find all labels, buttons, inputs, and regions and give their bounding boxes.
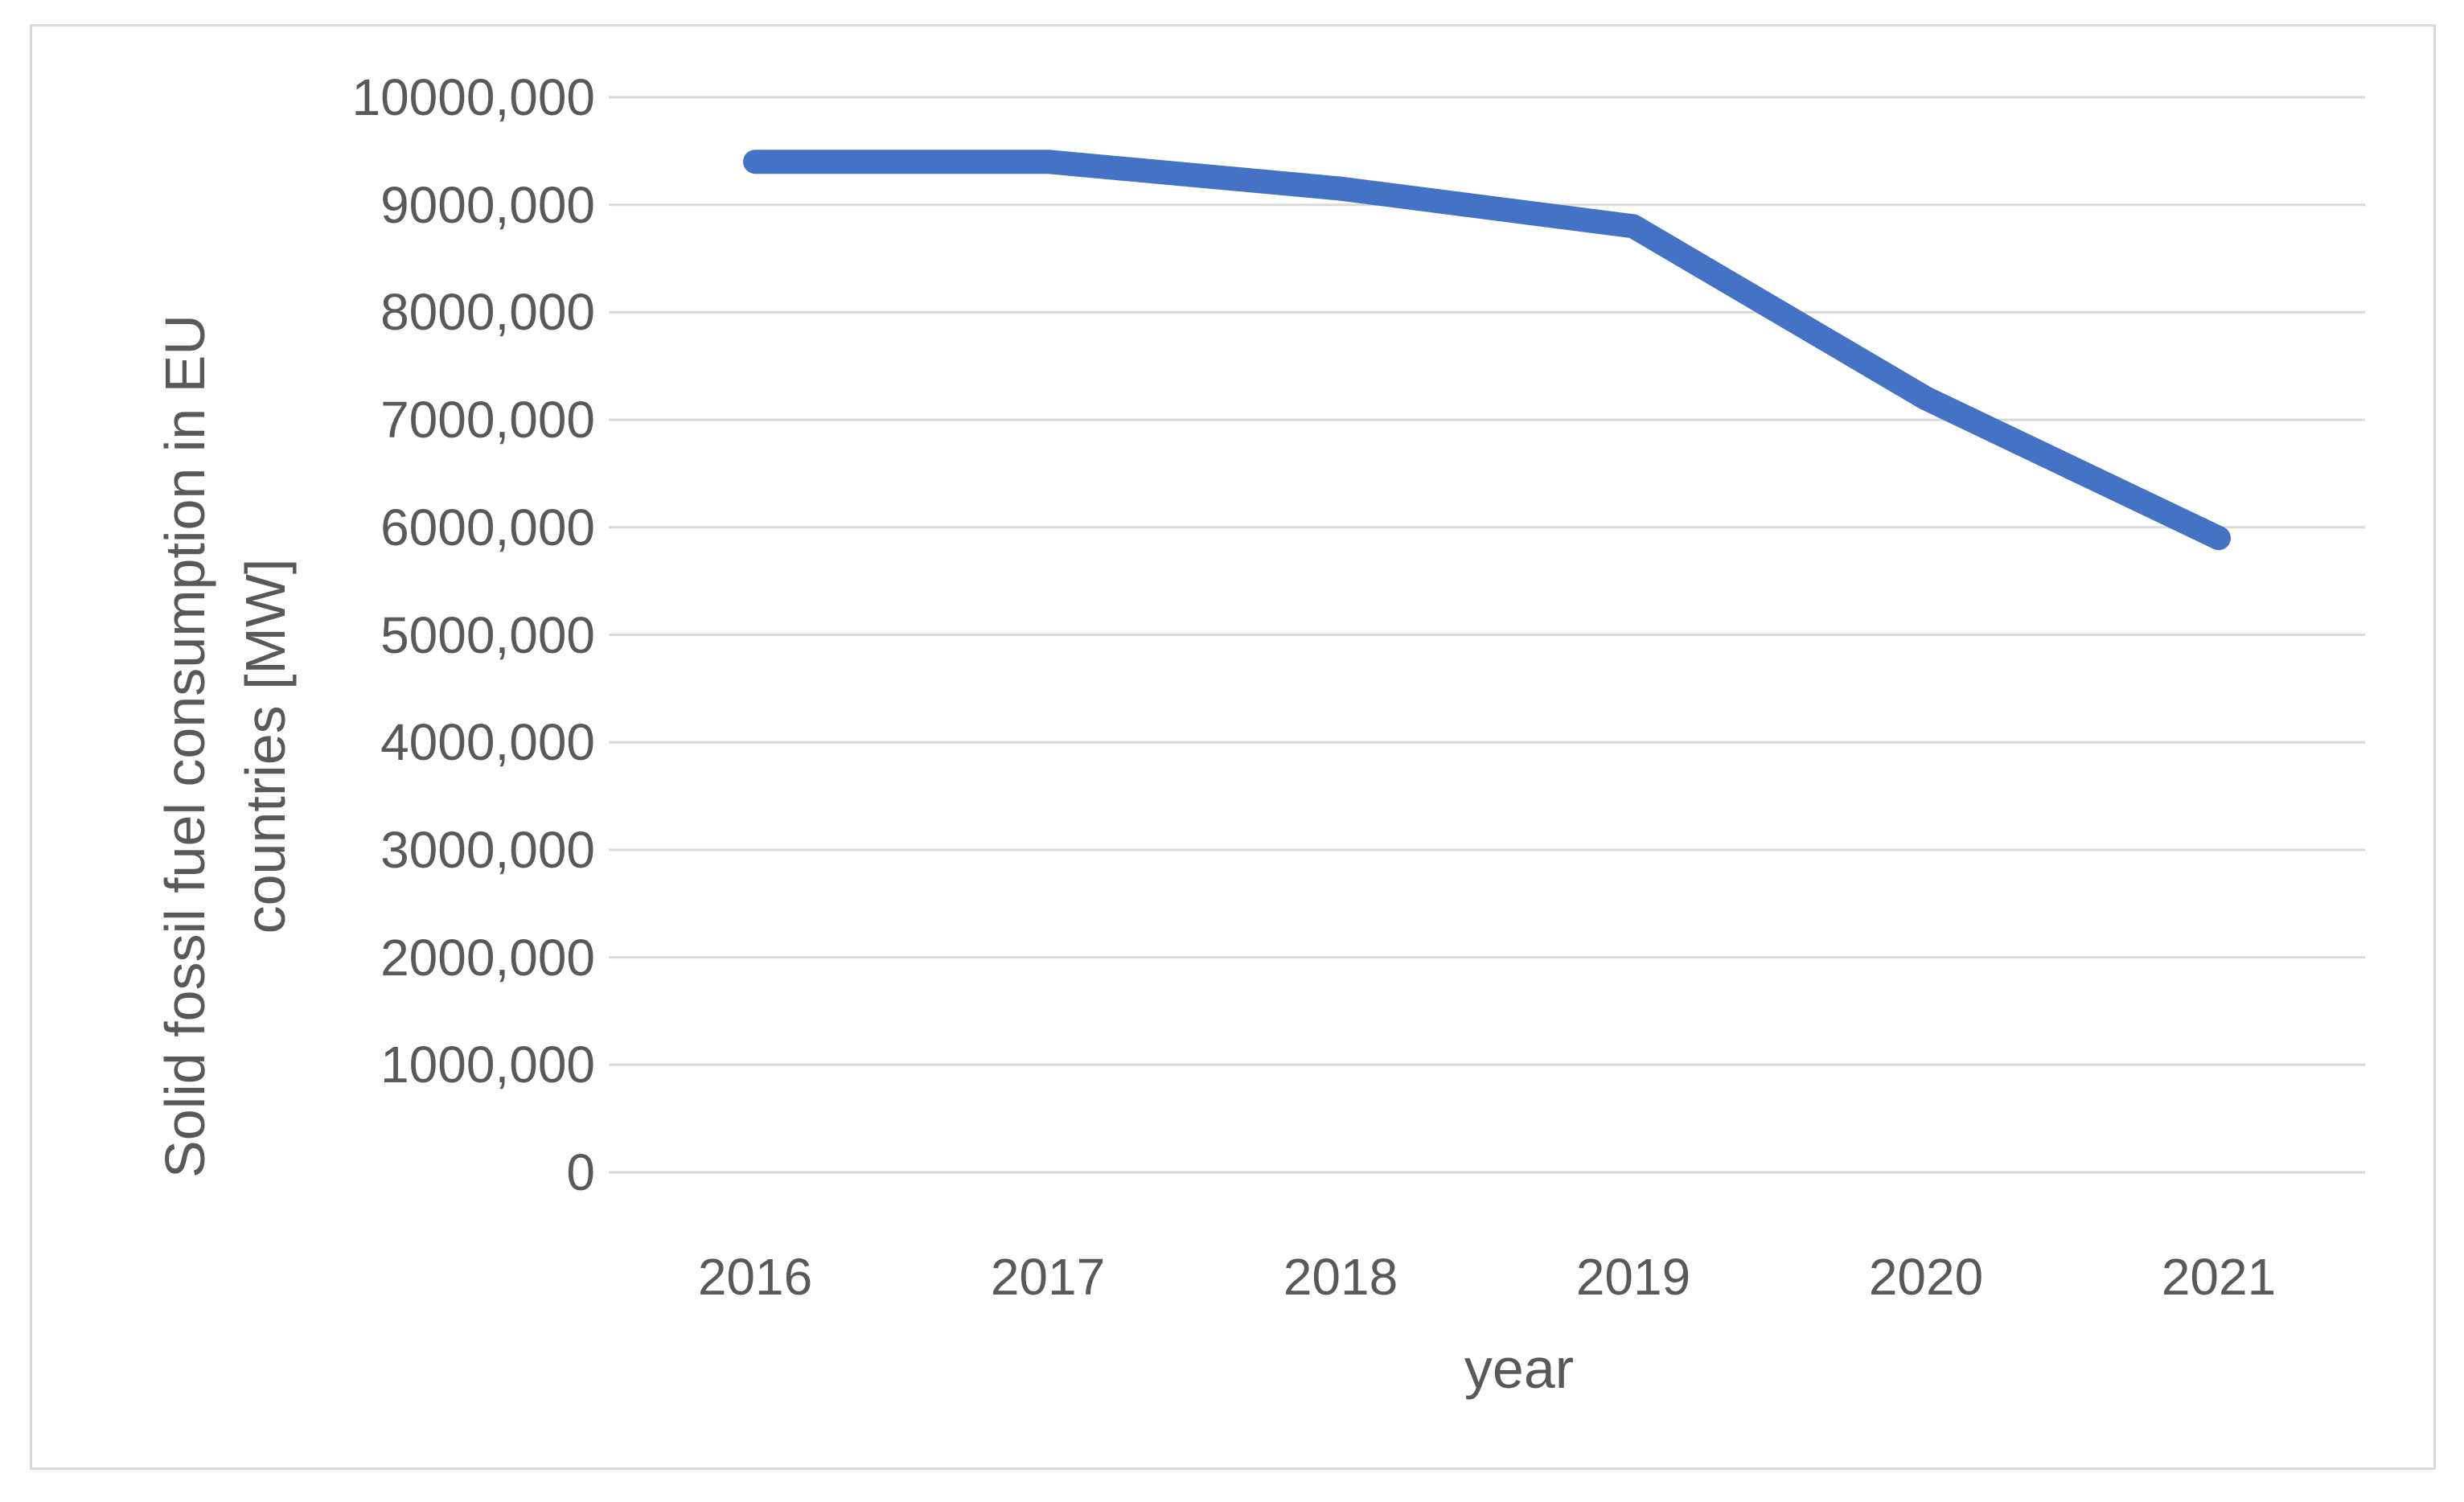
y-tick-label: 3000,000 — [380, 820, 595, 879]
y-tick-label: 0 — [566, 1143, 595, 1201]
chart-frame: Solid fossil fuel consumption in EU coun… — [30, 24, 2436, 1470]
x-axis-title: year — [1464, 1337, 1575, 1400]
y-tick-label: 7000,000 — [380, 391, 595, 449]
x-tick-label: 2018 — [1283, 1248, 1398, 1306]
y-tick-label: 9000,000 — [380, 175, 595, 234]
y-tick-label: 1000,000 — [380, 1036, 595, 1094]
y-tick-label: 2000,000 — [380, 928, 595, 987]
x-tick-label: 2017 — [990, 1248, 1106, 1306]
x-tick-label: 2016 — [697, 1248, 813, 1306]
y-tick-label: 6000,000 — [380, 498, 595, 556]
y-tick-label: 4000,000 — [380, 713, 595, 772]
y-tick-label: 8000,000 — [380, 283, 595, 342]
data-line-series — [743, 150, 2231, 551]
y-tick-label: 10000,000 — [351, 68, 595, 126]
plot-area — [609, 96, 2365, 1174]
y-tick-label: 5000,000 — [380, 605, 595, 664]
x-tick-label: 2020 — [1868, 1248, 1984, 1306]
x-tick-label: 2019 — [1575, 1248, 1691, 1306]
x-tick-label: 2021 — [2161, 1248, 2277, 1306]
